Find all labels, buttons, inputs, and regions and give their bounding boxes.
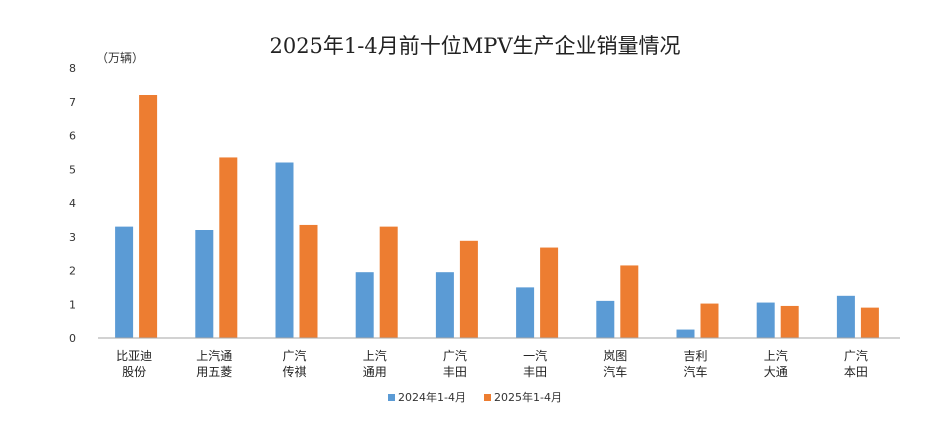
bar-2025 bbox=[379, 226, 398, 338]
bar-2025 bbox=[780, 305, 799, 338]
x-tick-label: 比亚迪股份 bbox=[116, 349, 152, 379]
bar-2025 bbox=[139, 95, 158, 338]
x-tick-label: 上汽大通 bbox=[764, 348, 788, 379]
legend: 2024年1-4月 2025年1-4月 bbox=[0, 389, 950, 405]
x-tick-label: 岚图汽车 bbox=[603, 349, 627, 379]
bars-group bbox=[115, 95, 879, 338]
bar-2024 bbox=[516, 287, 535, 338]
x-tick-label: 上汽通用 bbox=[363, 348, 387, 379]
y-axis-unit-label: （万辆） bbox=[96, 51, 145, 65]
x-tick-label: 吉利汽车 bbox=[683, 349, 707, 379]
bar-2024 bbox=[756, 302, 775, 338]
bar-2024 bbox=[596, 300, 615, 338]
y-tick-label: 7 bbox=[69, 96, 76, 109]
bar-2024 bbox=[275, 162, 294, 338]
legend-item-2025: 2025年1-4月 bbox=[484, 389, 562, 405]
bar-2025 bbox=[700, 303, 719, 338]
legend-swatch-2024 bbox=[388, 393, 396, 401]
bar-2025 bbox=[860, 307, 879, 338]
bar-2024 bbox=[195, 230, 214, 338]
y-tick-label: 6 bbox=[69, 130, 76, 143]
y-tick-label: 1 bbox=[69, 298, 76, 311]
bar-2024 bbox=[355, 272, 374, 338]
x-tick-label: 广汽传祺 bbox=[282, 348, 306, 379]
y-axis-ticks: 0 1 2 3 4 5 6 7 8 bbox=[69, 62, 76, 345]
x-tick-label: 广汽本田 bbox=[844, 348, 868, 379]
legend-item-2024: 2024年1-4月 bbox=[388, 389, 466, 405]
y-tick-label: 4 bbox=[69, 197, 76, 210]
x-tick-label: 一汽丰田 bbox=[523, 348, 547, 379]
y-tick-label: 5 bbox=[69, 163, 76, 176]
bar-2024 bbox=[676, 329, 695, 338]
y-tick-label: 2 bbox=[69, 265, 76, 278]
legend-label-2025: 2025年1-4月 bbox=[494, 391, 562, 404]
x-axis-labels: 比亚迪股份 上汽通用五菱 广汽传祺 上汽通用 广汽丰田 一汽丰田 岚图汽车 吉利汽车 上汽大通 广… bbox=[116, 348, 868, 379]
chart-title: 2025年1-4月前十位MPV生产企业销量情况 bbox=[269, 34, 681, 58]
bar-2024 bbox=[435, 272, 454, 338]
y-tick-label: 8 bbox=[69, 62, 76, 75]
bar-2025 bbox=[540, 247, 559, 338]
legend-swatch-2025 bbox=[484, 393, 491, 401]
y-tick-label: 3 bbox=[69, 231, 76, 244]
bar-2025 bbox=[299, 224, 318, 338]
legend-label-2024: 2024年1-4月 bbox=[398, 391, 466, 404]
bar-2025 bbox=[459, 240, 478, 338]
bar-2025 bbox=[620, 265, 639, 338]
y-tick-label: 0 bbox=[69, 332, 76, 345]
bar-2024 bbox=[836, 295, 855, 338]
x-tick-label: 广汽丰田 bbox=[443, 348, 467, 379]
bar-2024 bbox=[115, 226, 134, 338]
x-tick-label: 上汽通用五菱 bbox=[196, 348, 232, 379]
bar-2025 bbox=[219, 157, 238, 338]
